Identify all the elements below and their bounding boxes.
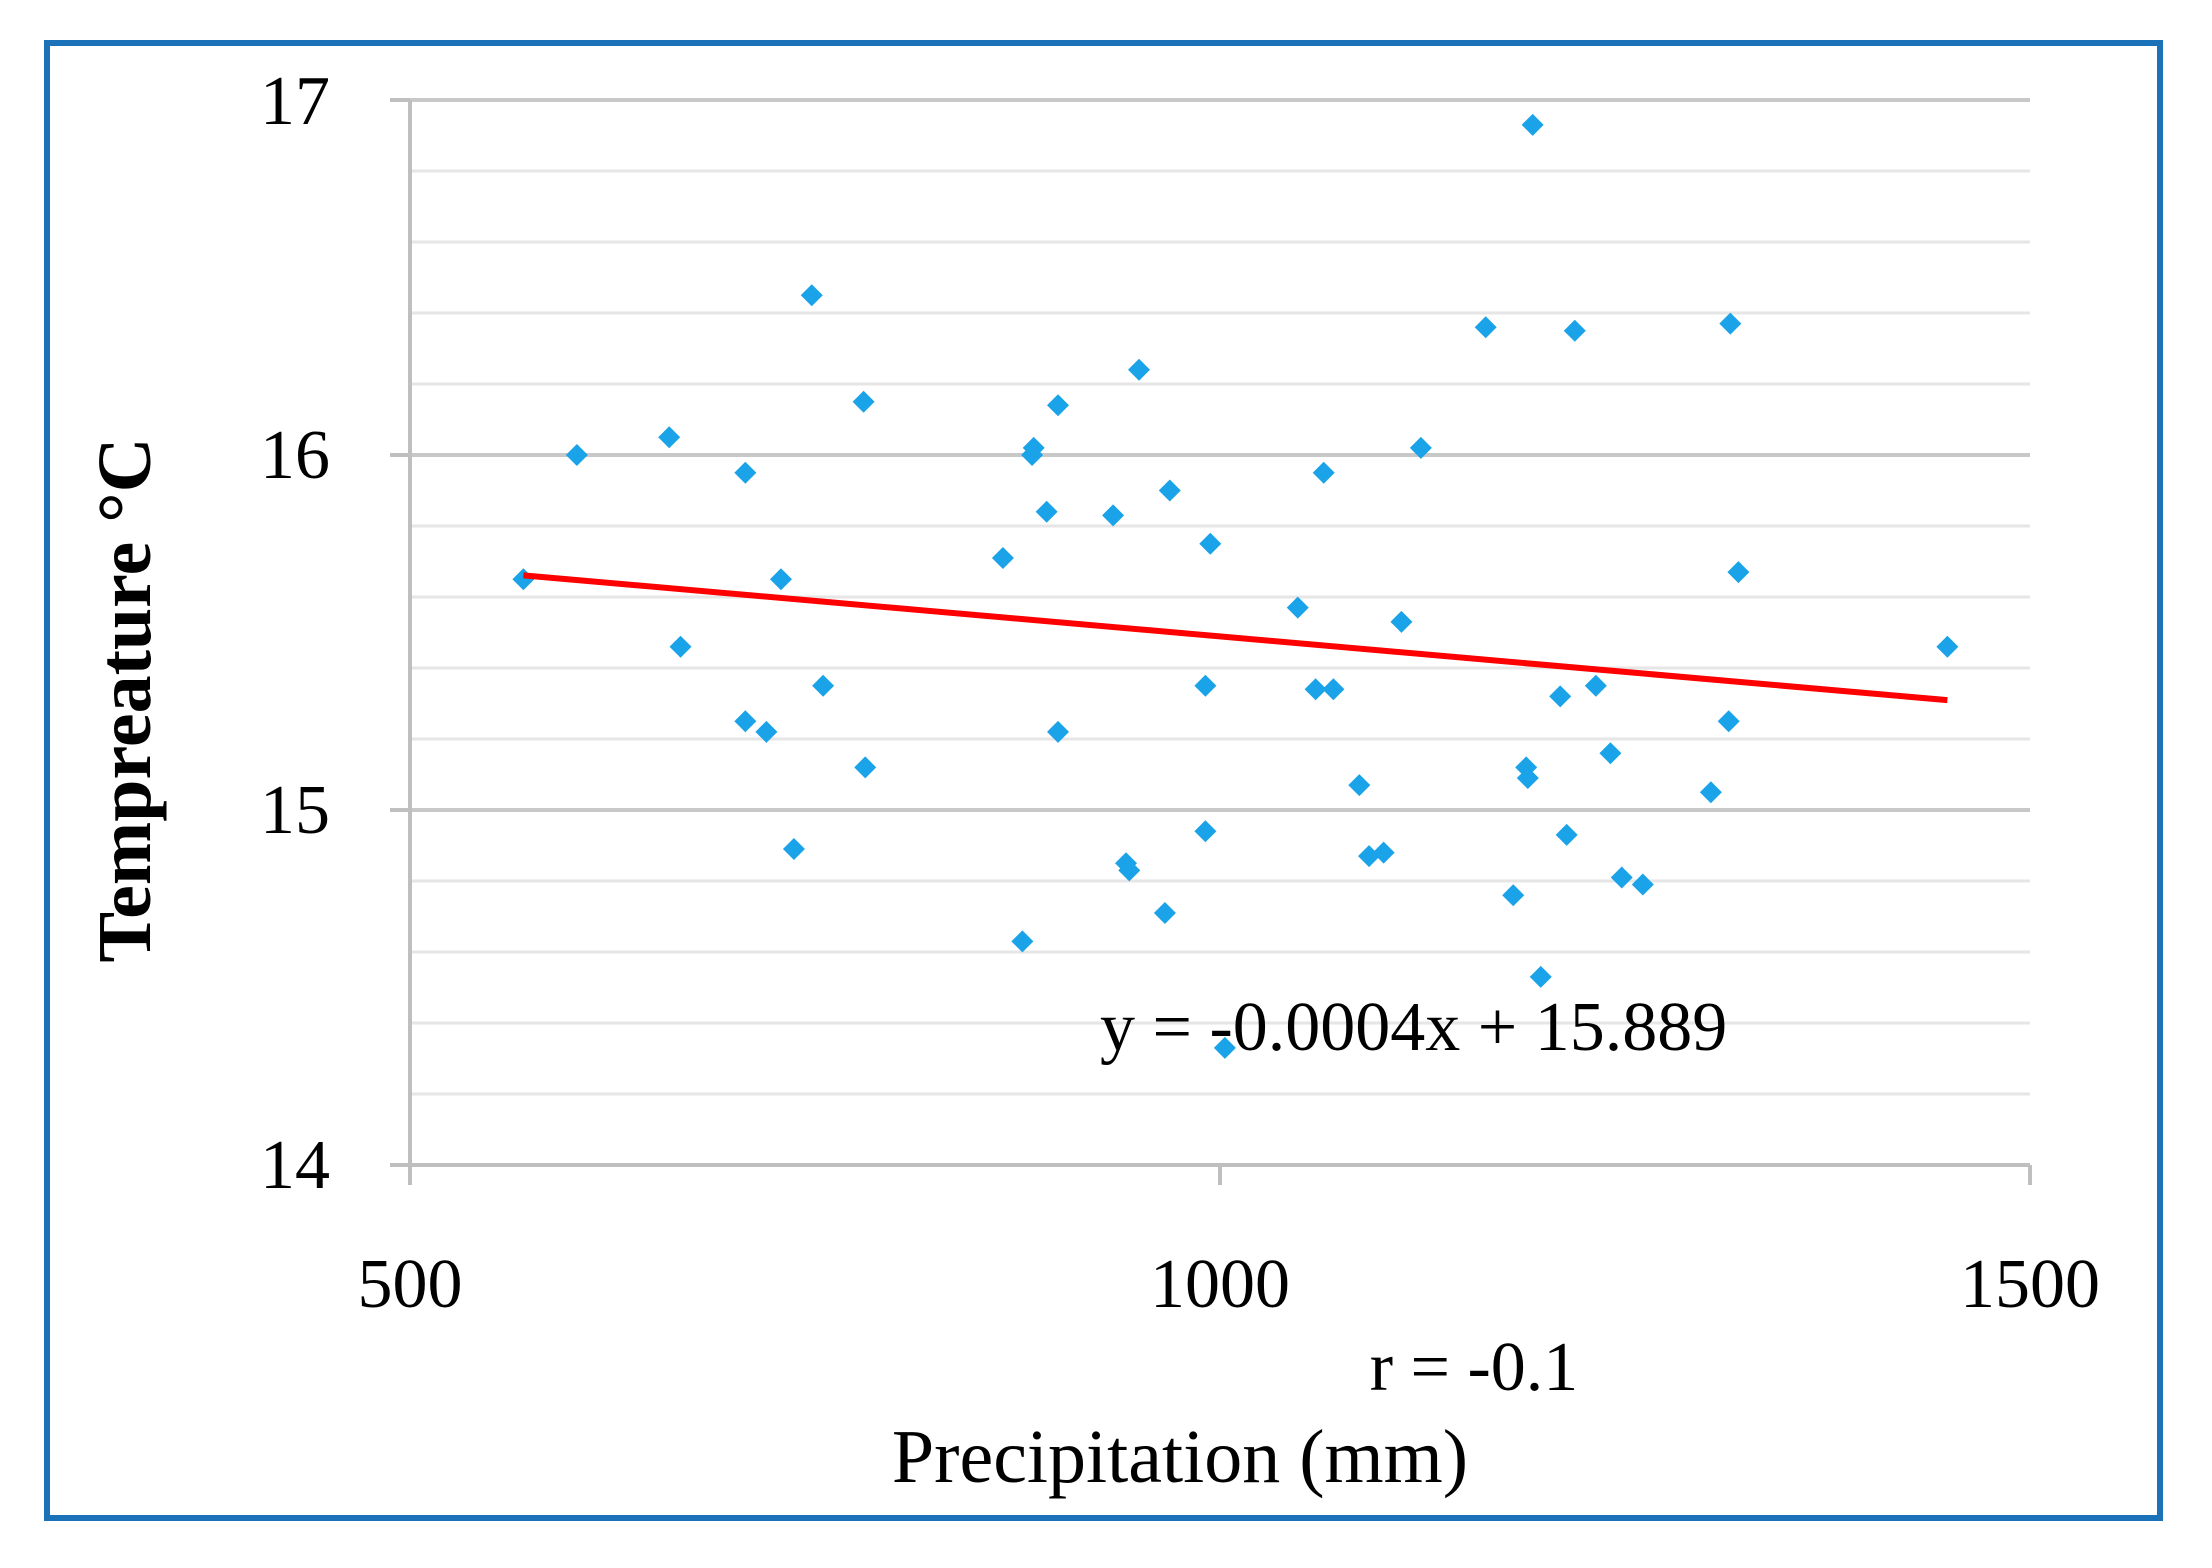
y-tick-label-15: 15 — [260, 772, 330, 849]
data-point — [1529, 965, 1552, 988]
data-point — [1727, 561, 1750, 584]
data-point — [1286, 596, 1309, 619]
y-axis-title: Tempreature °C — [83, 437, 167, 962]
data-point — [1555, 823, 1578, 846]
data-point — [734, 710, 757, 733]
data-point — [658, 426, 681, 449]
data-point — [565, 444, 588, 466]
data-point — [669, 635, 692, 658]
data-point — [1102, 504, 1125, 527]
data-point — [854, 756, 877, 779]
trendline-equation: y = -0.0004x + 15.889 — [1100, 989, 1727, 1066]
data-point — [812, 674, 835, 697]
data-point — [1549, 685, 1572, 708]
data-point — [852, 390, 875, 413]
gridlines — [410, 98, 2030, 1096]
data-point — [1153, 901, 1176, 924]
data-point — [1322, 678, 1345, 701]
data-point — [1312, 461, 1335, 484]
data-point — [1047, 720, 1069, 743]
data-points — [512, 113, 1959, 1059]
data-point — [1474, 316, 1497, 339]
data-point — [755, 720, 778, 743]
data-point — [1610, 866, 1633, 889]
correlation-annotation: r = -0.1 — [1370, 1329, 1579, 1406]
data-point — [1599, 742, 1622, 765]
data-point — [769, 568, 792, 591]
data-point — [1199, 532, 1222, 555]
x-tick-label-1500: 1500 — [1960, 1246, 2100, 1323]
x-tick-label-500: 500 — [358, 1246, 463, 1323]
data-point — [1936, 635, 1959, 658]
data-point — [1390, 610, 1413, 633]
trendline — [523, 572, 1948, 704]
data-point — [782, 838, 805, 861]
data-point — [1631, 873, 1654, 896]
data-point — [1358, 845, 1381, 868]
data-point — [1348, 774, 1371, 797]
y-tick-label-16: 16 — [260, 417, 330, 494]
data-point — [1717, 710, 1740, 733]
data-point — [1521, 113, 1544, 136]
data-point — [1502, 884, 1525, 907]
data-point — [1118, 859, 1141, 882]
data-point — [1128, 358, 1150, 381]
data-point — [1011, 930, 1034, 953]
x-axis-title: Precipitation (mm) — [892, 1415, 1468, 1499]
data-point — [1158, 479, 1181, 502]
data-point — [1022, 436, 1045, 459]
data-point — [1372, 841, 1395, 864]
x-tick-label-1000: 1000 — [1150, 1246, 1290, 1323]
y-tick-label-14: 14 — [260, 1127, 330, 1204]
trendline-layer — [523, 572, 1948, 704]
data-point — [1563, 319, 1586, 342]
data-point — [1213, 1036, 1236, 1059]
data-point — [1304, 678, 1327, 701]
data-point — [1194, 820, 1217, 843]
data-point — [512, 568, 535, 591]
data-point — [734, 461, 757, 484]
data-point — [1047, 394, 1069, 417]
data-point — [1719, 312, 1742, 335]
data-point — [1584, 674, 1607, 697]
data-point — [800, 284, 823, 307]
data-point — [1035, 500, 1058, 523]
data-point — [991, 546, 1014, 569]
data-point — [1699, 781, 1722, 804]
data-point — [1409, 436, 1432, 459]
chart-frame — [44, 40, 2163, 1521]
axes — [390, 98, 2032, 1185]
data-point — [1516, 767, 1539, 790]
data-point — [1194, 674, 1217, 697]
y-tick-label-17: 17 — [260, 63, 330, 140]
